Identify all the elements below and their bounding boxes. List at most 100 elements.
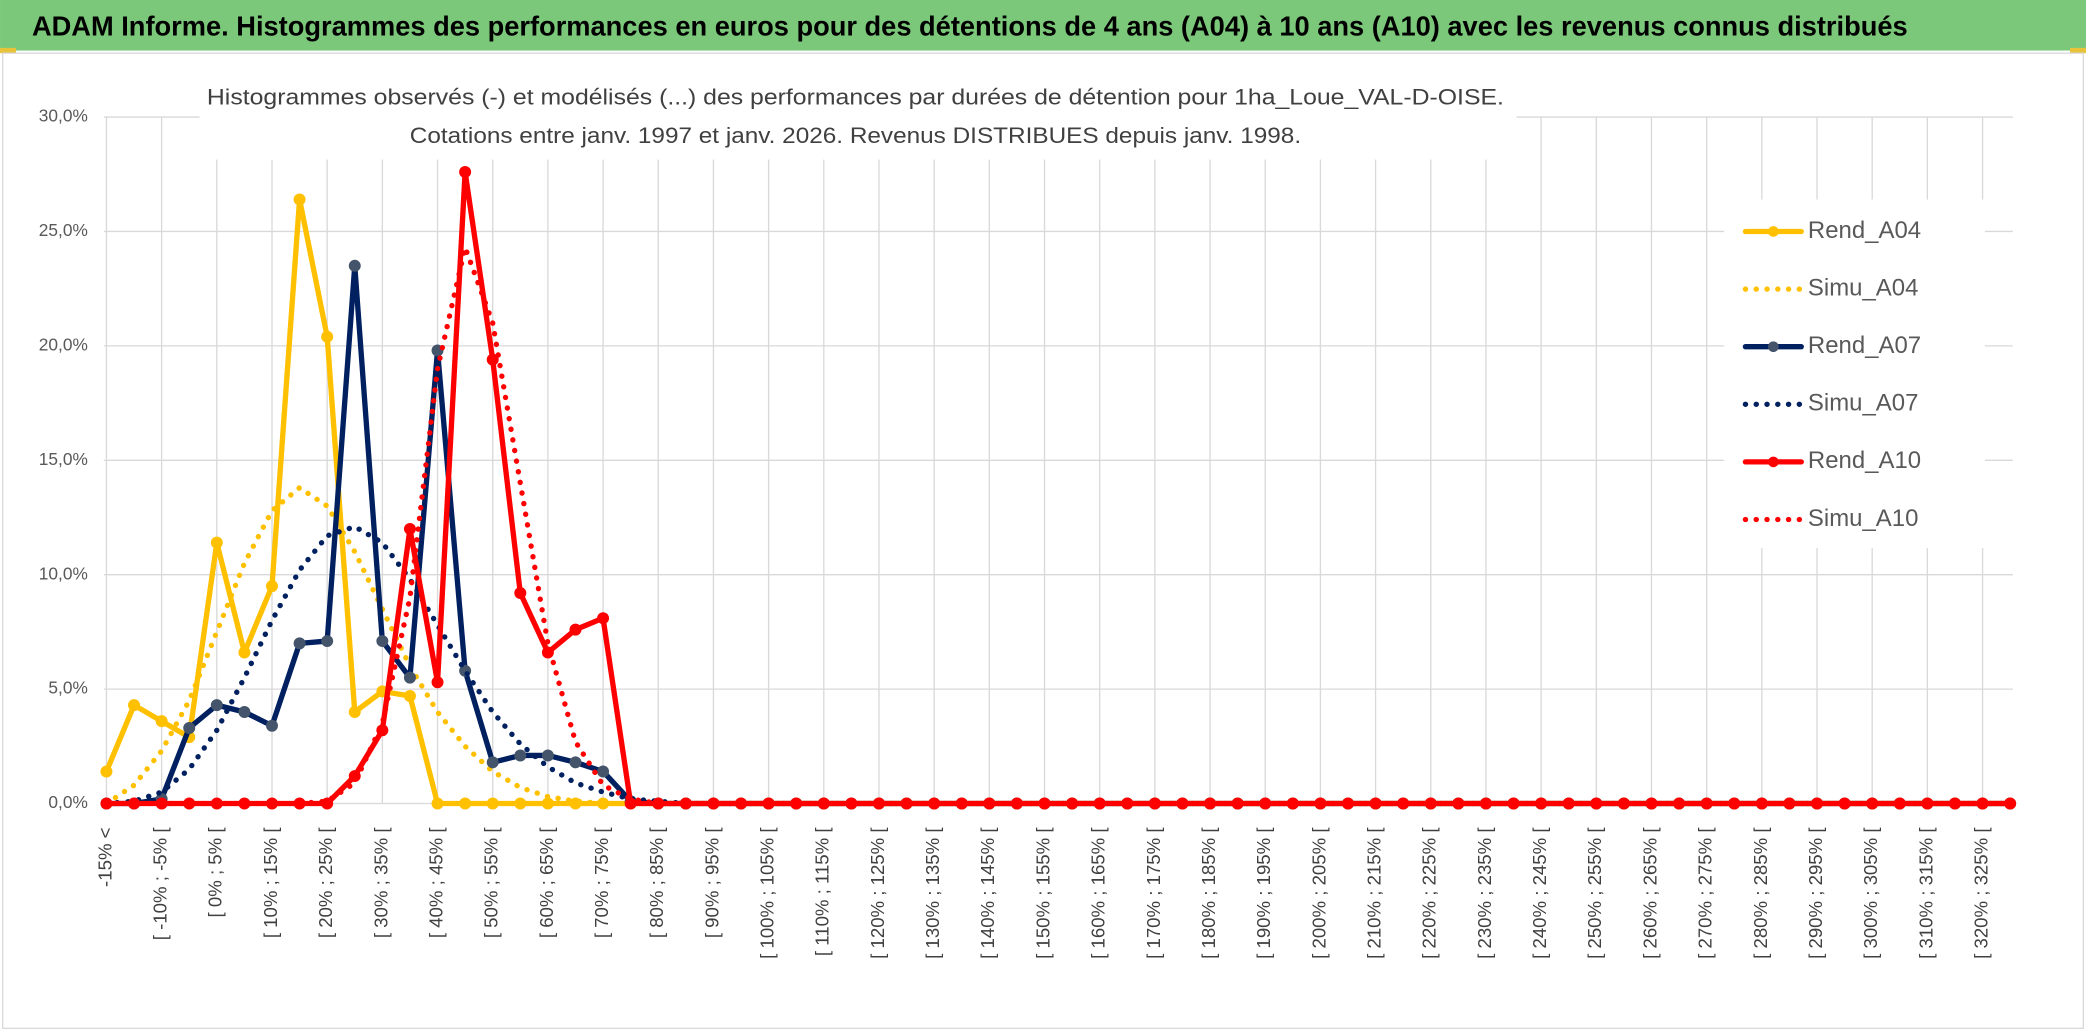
data-point [128,699,141,712]
legend-label: Rend_A07 [1808,332,1921,359]
x-tick-label: [ 20% ; 25% [ [315,827,336,939]
data-point [403,689,416,702]
x-tick-label: [ 90% ; 95% [ [701,827,722,939]
data-point [541,797,554,810]
title-bg [199,79,1517,160]
x-tick-label: [ 170% ; 175% [ [1143,827,1164,959]
x-tick-label: [ 150% ; 155% [ [1032,827,1053,959]
y-tick-label: 0,0% [48,792,87,812]
x-tick-label: [ 120% ; 125% [ [867,827,888,959]
legend-label: Rend_A04 [1808,217,1921,244]
data-point [210,536,223,549]
header-accent [0,47,16,54]
x-tick-label: [ 220% ; 225% [ [1419,827,1440,959]
data-point [293,637,306,650]
data-point [403,522,416,535]
legend: Rend_A04 Simu_A04 Rend_A07 Simu_A07 Rend_A10… [1742,217,1921,532]
data-point [597,765,610,778]
data-point [569,756,582,769]
x-tick-label: [ 200% ; 205% [ [1308,827,1329,959]
x-tick-label: [ 310% ; 315% [ [1915,827,1936,959]
y-tick-label: 15,0% [39,449,88,469]
x-tick-label: [ 130% ; 135% [ [922,827,943,959]
data-point [210,699,223,712]
x-tick-label: [ 320% ; 325% [ [1970,827,1991,959]
x-tick-label: [ 60% ; 65% [ [536,827,557,939]
x-tick-label: [ 190% ; 195% [ [1253,827,1274,959]
data-point [459,165,472,178]
data-point [514,797,527,810]
legend-marker [1768,341,1779,353]
legend-label: Simu_A07 [1808,390,1918,417]
x-tick-label: [ 80% ; 85% [ [646,827,667,939]
data-point [597,612,610,625]
x-tick-label: [ 230% ; 235% [ [1474,827,1495,959]
series-line [103,244,2013,807]
x-tick-label: [ 50% ; 55% [ [481,827,502,939]
data-point [266,580,278,593]
data-point [514,587,527,599]
frame [2,52,2084,1030]
y-tick-label: 10,0% [39,563,88,583]
x-tick-label: [ 10% ; 15% [ [260,827,281,939]
data-point [266,719,278,732]
data-point [486,756,499,769]
legend-bg [1724,199,1985,549]
x-tick-label: [ 290% ; 295% [ [1805,827,1826,959]
data-point [321,330,334,343]
x-tick-label: [ 160% ; 165% [ [1088,827,1109,959]
data-point [348,706,361,718]
data-point [459,797,472,810]
x-tick-label: [ 210% ; 215% [ [1364,827,1385,959]
y-tick-label: 25,0% [39,220,88,240]
y-tick-label: 20,0% [39,334,88,354]
data-point [486,353,499,366]
x-tick-label: -15% < [94,827,115,886]
data-point [183,722,196,734]
chart-title: Histogrammes observés (-) et modélisés (… [207,84,1504,109]
x-tick-label: [ 100% ; 105% [ [757,827,778,959]
data-point [238,646,251,659]
x-tick-label: [ 240% ; 245% [ [1529,827,1550,959]
x-tick-label: [ 300% ; 305% [ [1860,827,1881,959]
x-tick-label: [ 270% ; 275% [ [1695,827,1716,959]
header-accent [2070,47,2086,54]
header-title: ADAM Informe. Histogrammes des performan… [32,10,1908,41]
data-point [431,676,444,689]
x-tick-label: [ 30% ; 35% [ [370,827,391,939]
data-point [155,715,168,728]
data-point [321,635,334,648]
y-tick-label: 5,0% [48,678,87,698]
x-tick-label: [ 260% ; 265% [ [1639,827,1660,959]
x-tick-label: [ 40% ; 45% [ [425,827,446,939]
data-point [541,749,554,762]
legend-marker [1768,456,1779,468]
x-tick-label: [ -10% ; -5% [ [150,827,171,941]
x-tick-label: [ 140% ; 145% [ [977,827,998,959]
grid: 0,0% 5,0% 10,0% 15,0% 20,0% 25,0% 30,0% -15% < [… [39,106,2013,959]
x-tick-label: [ 180% ; 185% [ [1198,827,1219,959]
legend-label: Simu_A10 [1808,505,1918,532]
data-point [486,797,499,810]
data-point [238,706,251,718]
data-point [403,671,416,684]
x-tick-label: [ 250% ; 255% [ [1584,827,1605,959]
data-point [293,193,306,206]
x-tick-label: [ 280% ; 285% [ [1750,827,1771,959]
chart-subtitle: Cotations entre janv. 1997 et janv. 2026… [410,123,1301,148]
data-point [100,765,113,778]
legend-marker [1768,226,1779,237]
y-tick-label: 30,0% [39,106,88,126]
data-point [431,797,444,810]
plot [100,165,2017,810]
legend-label: Rend_A10 [1808,447,1921,474]
data-point [569,623,582,636]
data-point [624,797,637,810]
x-tick-label: [ 110% ; 115% [ [812,827,833,956]
x-tick-label: [ 0% ; 5% [ [205,827,226,918]
data-point [376,635,389,648]
data-point [348,259,361,272]
data-point [514,749,527,762]
legend-label: Simu_A04 [1808,274,1918,301]
